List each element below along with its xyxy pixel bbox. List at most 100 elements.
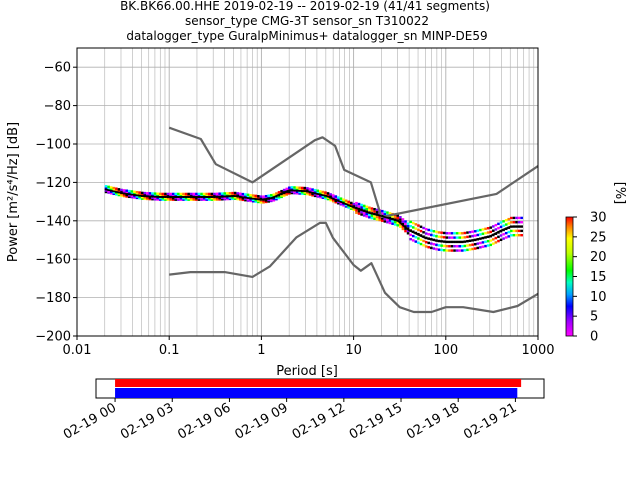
coverage-bar-bottom xyxy=(115,388,518,398)
histogram-cell xyxy=(517,234,521,237)
coverage-tick-label: 02-19 00 xyxy=(61,400,119,442)
histogram-cell xyxy=(272,199,276,202)
histogram-cell xyxy=(171,192,175,196)
histogram-cell xyxy=(504,236,508,239)
histogram-cell xyxy=(174,192,178,196)
histogram-cell xyxy=(399,218,402,221)
histogram-cell xyxy=(481,228,485,231)
histogram-cell xyxy=(313,193,317,196)
histogram-cell xyxy=(285,191,289,195)
histogram-cell xyxy=(244,197,247,200)
title-line-3: datalogger_type GuralpMinimus+ datalogge… xyxy=(126,29,487,43)
histogram-cell xyxy=(143,193,147,196)
histogram-cell xyxy=(254,194,258,198)
histogram-cell xyxy=(238,196,242,200)
histogram-cell xyxy=(422,231,425,234)
histogram-cell xyxy=(156,193,159,197)
histogram-cell xyxy=(316,190,320,194)
histogram-cell xyxy=(208,197,211,200)
histogram-cell xyxy=(342,204,345,207)
histogram-cell xyxy=(200,198,203,201)
histogram-cell xyxy=(391,215,394,218)
histogram-cell xyxy=(463,231,467,235)
histogram-cell xyxy=(210,197,214,200)
histogram-cell xyxy=(334,196,338,200)
histogram-cell xyxy=(437,248,441,251)
histogram-cell xyxy=(432,230,436,233)
histogram-cell xyxy=(352,202,356,206)
histogram-cell xyxy=(161,192,165,196)
histogram-cell xyxy=(319,195,322,199)
histogram-cell xyxy=(257,195,260,198)
histogram-cell xyxy=(414,227,418,230)
histogram-cell xyxy=(337,197,340,201)
histogram-cell xyxy=(200,194,203,197)
histogram-cell xyxy=(399,225,402,229)
histogram-cell xyxy=(264,199,268,202)
histogram-cell xyxy=(337,196,340,199)
histogram-cell xyxy=(122,194,126,198)
histogram-cell xyxy=(468,235,472,238)
histogram-cell xyxy=(445,245,449,248)
histogram-cell xyxy=(156,192,159,195)
histogram-cell xyxy=(303,186,307,190)
histogram-cell xyxy=(386,211,389,214)
histogram-cell xyxy=(189,192,193,196)
histogram-cell xyxy=(238,198,242,201)
histogram-cell xyxy=(458,249,462,252)
histogram-cell xyxy=(324,191,327,194)
histogram-cell xyxy=(125,195,128,198)
histogram-cell xyxy=(140,193,144,196)
histogram-cell xyxy=(117,193,121,197)
histogram-cell xyxy=(471,234,474,238)
histogram-cell xyxy=(411,221,415,225)
y-tick-label: −100 xyxy=(35,138,71,153)
histogram-cell xyxy=(455,232,459,235)
histogram-cell xyxy=(213,192,216,196)
histogram-cell xyxy=(391,222,394,225)
histogram-cell xyxy=(461,249,464,252)
histogram-cell xyxy=(259,201,263,204)
histogram-cell xyxy=(177,192,180,196)
histogram-cell xyxy=(197,194,201,197)
histogram-cell xyxy=(347,200,351,204)
histogram-cell xyxy=(502,224,505,227)
histogram-cell xyxy=(146,191,149,195)
histogram-cell xyxy=(350,203,353,206)
histogram-cell xyxy=(313,190,317,193)
histogram-cell xyxy=(445,236,449,239)
histogram-cell xyxy=(192,194,196,197)
histogram-cell xyxy=(298,190,301,194)
histogram-cell xyxy=(133,194,136,198)
histogram-cell xyxy=(388,212,392,215)
histogram-cell xyxy=(491,242,495,245)
histogram-cell xyxy=(156,196,159,200)
histogram-cell xyxy=(329,194,332,198)
histogram-cell xyxy=(215,196,219,200)
histogram-cell xyxy=(362,214,366,217)
histogram-cell xyxy=(231,197,234,201)
histogram-cell xyxy=(298,192,301,195)
histogram-cell xyxy=(285,193,289,196)
histogram-cell xyxy=(215,194,219,197)
histogram-cell xyxy=(140,197,144,200)
histogram-cell xyxy=(435,243,438,247)
histogram-cell xyxy=(280,189,283,193)
histogram-cell xyxy=(210,194,214,197)
histogram-cell xyxy=(326,197,330,201)
histogram-cell xyxy=(386,218,389,222)
histogram-cell xyxy=(174,197,178,200)
histogram-cell xyxy=(135,192,139,195)
histogram-cell xyxy=(476,246,480,250)
histogram-cell xyxy=(445,249,449,252)
histogram-cell xyxy=(182,197,185,200)
histogram-cell xyxy=(520,234,523,237)
histogram-cell xyxy=(264,196,268,199)
histogram-cell xyxy=(321,190,325,194)
histogram-cell xyxy=(166,192,170,196)
histogram-cell xyxy=(151,193,154,197)
histogram-cell xyxy=(486,239,490,243)
histogram-cell xyxy=(355,209,358,212)
histogram-cell xyxy=(285,189,289,192)
histogram-cell xyxy=(471,247,474,251)
